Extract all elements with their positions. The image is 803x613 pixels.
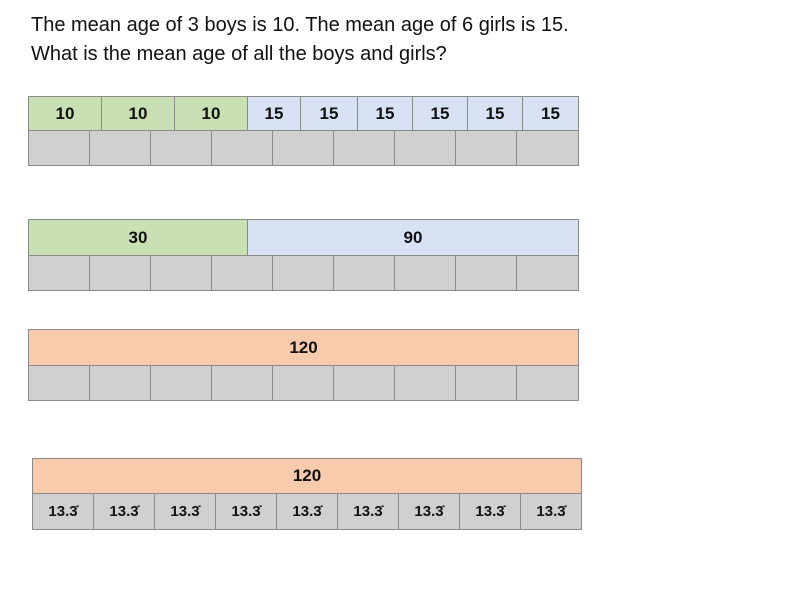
empty-cell — [150, 255, 212, 291]
bar-individual-ages: 10 10 10 15 15 15 15 15 15 — [28, 96, 579, 131]
empty-cell — [394, 130, 456, 166]
empty-cell — [89, 365, 151, 401]
empty-cell — [150, 365, 212, 401]
empty-cells-row-1 — [28, 130, 579, 166]
bar-group-totals: 30 90 — [28, 219, 579, 256]
empty-cell — [28, 365, 90, 401]
mean-cell: 13.3̇ — [32, 493, 94, 530]
divided-total: 120 — [32, 458, 582, 494]
bar-combined-total: 120 — [28, 329, 579, 366]
girl-age-4: 15 — [412, 96, 468, 131]
empty-cell — [516, 255, 579, 291]
empty-cell — [28, 130, 90, 166]
empty-cell — [455, 365, 517, 401]
empty-cell — [28, 255, 90, 291]
boy-age-1: 10 — [28, 96, 102, 131]
girl-age-5: 15 — [467, 96, 523, 131]
empty-cell — [272, 255, 334, 291]
boys-total: 30 — [28, 219, 248, 256]
empty-cell — [394, 365, 456, 401]
girl-age-6: 15 — [522, 96, 579, 131]
empty-cell — [516, 130, 579, 166]
empty-cell — [89, 130, 151, 166]
mean-cell: 13.3̇ — [337, 493, 399, 530]
boy-age-2: 10 — [101, 96, 175, 131]
empty-cell — [150, 130, 212, 166]
empty-cell — [455, 130, 517, 166]
empty-cell — [333, 130, 395, 166]
question-text: The mean age of 3 boys is 10. The mean a… — [31, 14, 569, 65]
mean-cell: 13.3̇ — [276, 493, 338, 530]
empty-cell — [89, 255, 151, 291]
mean-cell: 13.3̇ — [398, 493, 460, 530]
empty-cell — [516, 365, 579, 401]
combined-total: 120 — [28, 329, 579, 366]
empty-cell — [272, 130, 334, 166]
mean-cell: 13.3̇ — [93, 493, 155, 530]
empty-cell — [211, 130, 273, 166]
empty-cells-row-2 — [28, 255, 579, 291]
girls-total: 90 — [247, 219, 579, 256]
boy-age-3: 10 — [174, 96, 248, 131]
bar-total-divided: 120 — [32, 458, 582, 494]
empty-cell — [211, 255, 273, 291]
mean-cell: 13.3̇ — [154, 493, 216, 530]
girl-age-1: 15 — [247, 96, 301, 131]
girl-age-3: 15 — [357, 96, 413, 131]
girl-age-2: 15 — [300, 96, 358, 131]
mean-cells-row: 13.3̇ 13.3̇ 13.3̇ 13.3̇ 13.3̇ 13.3̇ 13.3… — [32, 493, 582, 530]
empty-cell — [394, 255, 456, 291]
empty-cell — [272, 365, 334, 401]
empty-cell — [333, 255, 395, 291]
empty-cell — [455, 255, 517, 291]
mean-cell: 13.3̇ — [459, 493, 521, 530]
empty-cells-row-3 — [28, 365, 579, 401]
mean-cell: 13.3̇ — [215, 493, 277, 530]
empty-cell — [211, 365, 273, 401]
empty-cell — [333, 365, 395, 401]
mean-cell: 13.3̇ — [520, 493, 582, 530]
